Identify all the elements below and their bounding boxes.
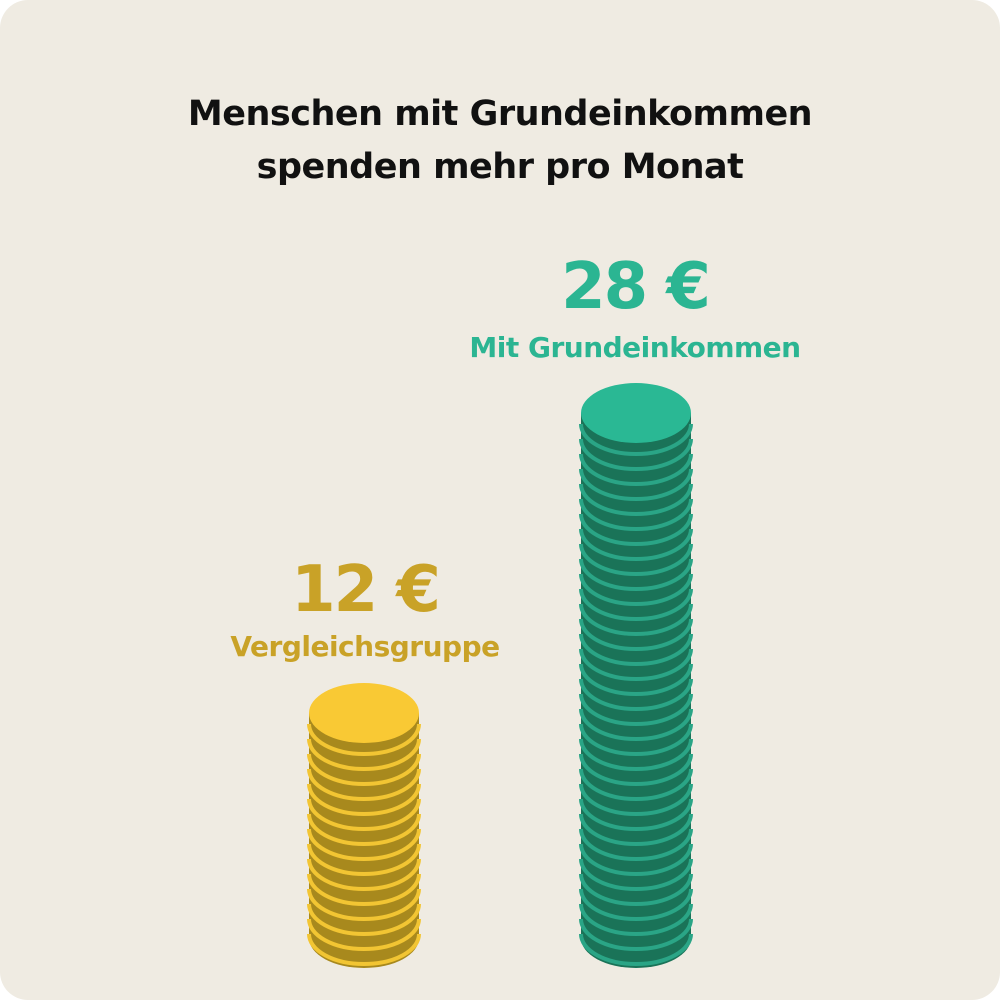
coin-edge [579, 783, 693, 816]
coin-edge [307, 723, 421, 756]
coin-edge [307, 858, 421, 891]
coin-edge [307, 933, 421, 966]
coin-stack-body-mit-grundeinkommen [581, 413, 691, 968]
coin-edge [579, 798, 693, 831]
coin-edge [579, 498, 693, 531]
coin-edge [579, 663, 693, 696]
category-label-grundeinkommen: Mit Grundeinkommen [469, 331, 801, 364]
chart-title-line-2: spenden mehr pro Monat [256, 147, 744, 187]
coin-edge [307, 903, 421, 936]
coin-edge [307, 798, 421, 831]
coin-edge [307, 738, 421, 771]
coin-edge [307, 753, 421, 786]
coin-stack-top-mit-grundeinkommen [581, 383, 691, 443]
coin-edge [307, 918, 421, 951]
coin-edge [579, 693, 693, 726]
coin-stack-top-vergleichsgruppe [309, 683, 419, 743]
coin-edge [579, 438, 693, 471]
coin-edge [307, 783, 421, 816]
coin-edge [579, 648, 693, 681]
coin-edge [579, 423, 693, 456]
coin-edge [579, 918, 693, 951]
coin-edge [579, 873, 693, 906]
coin-edge [307, 888, 421, 921]
coin-edge [579, 858, 693, 891]
coin-edge [307, 873, 421, 906]
coin-edge [579, 453, 693, 486]
coin-edge [579, 933, 693, 966]
coin-stack-vergleichsgruppe [307, 683, 421, 968]
coin-edge [579, 888, 693, 921]
coin-edge [579, 678, 693, 711]
coin-edge [579, 558, 693, 591]
coin-edge [579, 468, 693, 501]
coin-edge [579, 903, 693, 936]
coin-edge [579, 813, 693, 846]
coin-edge [579, 708, 693, 741]
chart-title: Menschen mit Grundeinkommen spenden mehr… [0, 88, 1000, 194]
coin-edge [579, 603, 693, 636]
coin-edge [579, 633, 693, 666]
chart-title-line-1: Menschen mit Grundeinkommen [187, 94, 813, 134]
coin-edge [579, 618, 693, 651]
coin-edge [307, 768, 421, 801]
category-label-vergleichsgruppe: Vergleichsgruppe [230, 630, 500, 663]
coin-edge [579, 483, 693, 516]
coin-edge [307, 843, 421, 876]
coin-edge [579, 528, 693, 561]
coin-edge [579, 588, 693, 621]
coin-stack-mit-grundeinkommen [579, 383, 693, 968]
coin-edge [579, 843, 693, 876]
coin-edge [307, 828, 421, 861]
bar-value-label-grundeinkommen: 28 € [561, 250, 711, 324]
coin-edge [579, 768, 693, 801]
coin-edge [579, 738, 693, 771]
coin-edge [579, 543, 693, 576]
coin-edge [579, 828, 693, 861]
coin-edge [579, 513, 693, 546]
coin-stack-body-vergleichsgruppe [309, 713, 419, 968]
coin-edge [579, 753, 693, 786]
bar-value-label-vergleichsgruppe: 12 € [291, 553, 441, 627]
coin-edge [579, 723, 693, 756]
coin-edge [579, 573, 693, 606]
coin-edge [307, 813, 421, 846]
